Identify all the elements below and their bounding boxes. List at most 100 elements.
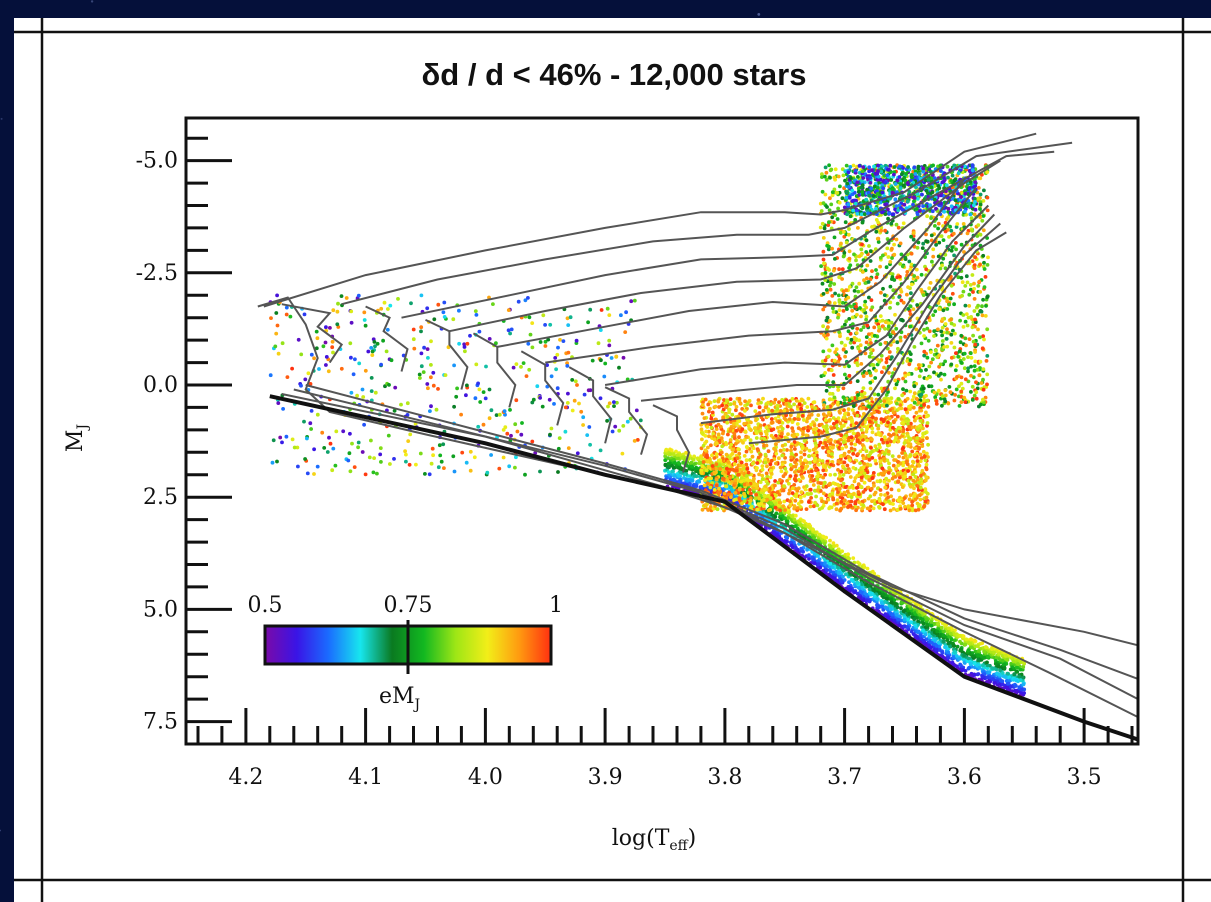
star-point [692, 473, 697, 478]
star-point [760, 467, 765, 472]
star-point [838, 410, 842, 415]
star-point [714, 452, 719, 457]
star-point [752, 476, 756, 481]
star-point [962, 653, 966, 658]
star-point [976, 644, 980, 649]
star-point [1014, 684, 1018, 688]
star-point [848, 458, 852, 463]
star-point [934, 648, 939, 652]
star-point [890, 612, 895, 617]
star-point [739, 438, 744, 443]
star-point [841, 464, 845, 469]
star-point [836, 440, 840, 444]
star-point [840, 549, 844, 554]
star-point [936, 621, 941, 626]
star-point [1021, 682, 1026, 687]
star-point [705, 425, 710, 429]
star-point [867, 591, 872, 595]
star-point [870, 430, 875, 435]
star-point [830, 565, 835, 570]
star-point [852, 460, 856, 465]
star-point [911, 459, 915, 464]
star-point [869, 486, 874, 491]
star-point [869, 446, 873, 450]
star-point [958, 662, 963, 667]
star-point [700, 403, 705, 407]
star-point [908, 453, 913, 457]
star-point [906, 617, 910, 622]
star-point [725, 466, 729, 471]
star-point [736, 447, 741, 451]
star-point [703, 448, 708, 453]
star-point [913, 418, 917, 423]
star-point [789, 543, 794, 548]
star-point [787, 491, 791, 496]
star-point [899, 406, 904, 411]
star-point [787, 481, 791, 486]
star-point [775, 490, 780, 495]
star-point [838, 508, 842, 513]
star-point [704, 439, 709, 444]
star-point [789, 408, 794, 412]
star-point [990, 647, 994, 651]
star-point [993, 681, 997, 685]
star-point [764, 443, 769, 448]
star-point [836, 547, 841, 552]
star-point [920, 444, 925, 448]
star-point [700, 464, 705, 468]
star-point [896, 479, 900, 484]
star-point [748, 487, 752, 492]
star-point [875, 409, 880, 414]
star-point [948, 631, 953, 636]
star-point [672, 478, 677, 482]
star-point [867, 457, 872, 462]
star-point [666, 470, 671, 474]
star-point [743, 409, 747, 413]
star-point [774, 461, 778, 466]
star-point [848, 587, 853, 592]
star-point [896, 488, 901, 493]
star-point [769, 402, 773, 407]
star-point [759, 431, 763, 436]
star-point [854, 486, 859, 490]
star-point [913, 497, 918, 502]
star-point [804, 433, 809, 438]
star-point [924, 495, 929, 500]
star-point [891, 425, 895, 430]
star-point [879, 492, 883, 497]
star-point [985, 675, 990, 679]
star-point [749, 449, 754, 454]
star-point [844, 572, 849, 577]
star-point [746, 424, 751, 428]
star-point [807, 454, 811, 459]
star-point [887, 615, 891, 620]
star-point [752, 483, 757, 487]
star-point [774, 451, 779, 456]
star-point [715, 507, 720, 512]
star-point [784, 402, 789, 406]
star-point [748, 438, 753, 443]
star-point [775, 407, 780, 411]
star-point [768, 496, 773, 500]
star-point [821, 491, 826, 496]
star-point [735, 468, 739, 473]
star-point [846, 552, 850, 557]
star-point [820, 431, 824, 435]
star-point [907, 508, 912, 513]
star-point [923, 632, 928, 637]
star-point [1018, 678, 1023, 682]
star-point [901, 420, 905, 425]
star-point [885, 440, 890, 445]
star-point [872, 594, 877, 599]
star-point [760, 498, 764, 503]
star-point [728, 438, 733, 442]
star-point [664, 447, 669, 452]
star-point [851, 579, 855, 583]
star-point [793, 470, 797, 474]
star-point [797, 413, 801, 417]
star-point [831, 496, 835, 501]
star-point [812, 423, 817, 428]
star-point [742, 491, 746, 496]
star-point [799, 450, 803, 455]
star-point [773, 397, 778, 402]
